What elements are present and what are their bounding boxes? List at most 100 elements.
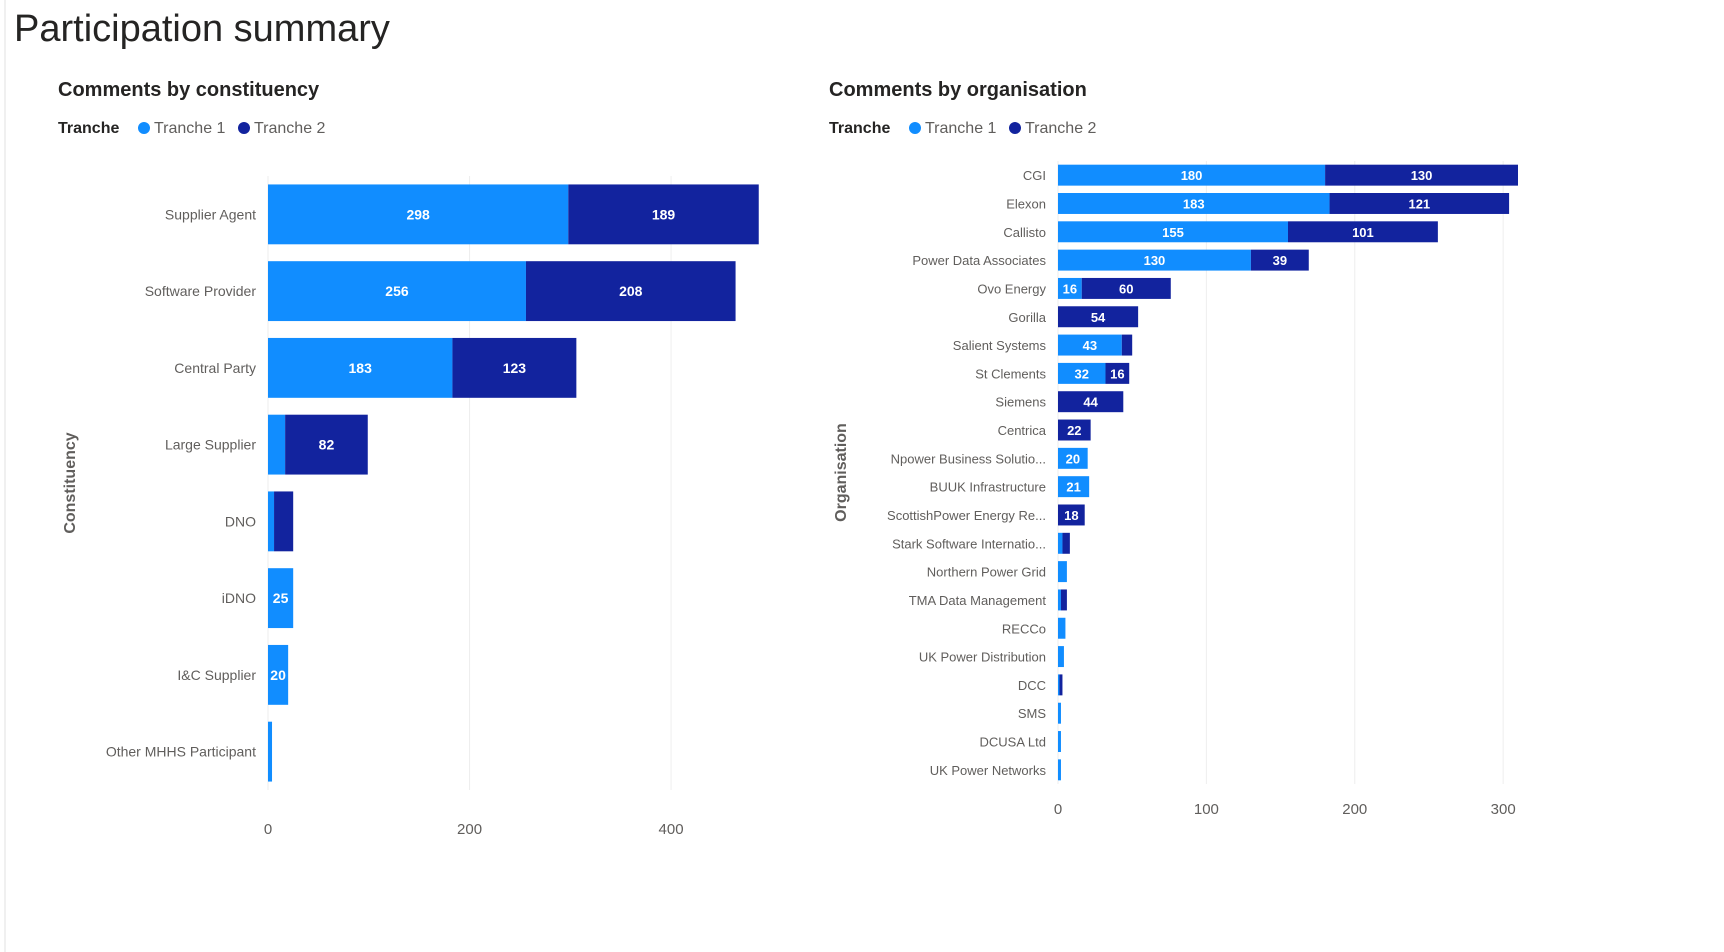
constituency-bar-tranche-2-large-supplier[interactable] <box>285 414 368 475</box>
organisation-bar-tranche-1-recco[interactable] <box>1058 617 1066 639</box>
constituency-x-tick-0: 0 <box>264 821 272 838</box>
organisation-bar-tranche-2-ovo-energy[interactable] <box>1081 277 1171 299</box>
constituency-data-label-tranche-1-central-party: 183 <box>349 360 373 376</box>
organisation-bar-tranche-2-cgi[interactable] <box>1325 164 1518 186</box>
constituency-data-label-tranche-1-supplier-agent: 298 <box>406 206 430 222</box>
organisation-legend-label-tranche-2[interactable]: Tranche 2 <box>1025 120 1097 137</box>
constituency-data-label-tranche-2-supplier-agent: 189 <box>652 206 676 222</box>
organisation-bar-tranche-1-st-clements[interactable] <box>1058 362 1106 384</box>
organisation-bar-tranche-2-salient-systems[interactable] <box>1121 334 1133 356</box>
constituency-data-label-tranche-1-i-c-supplier: 20 <box>270 667 286 683</box>
organisation-data-label-tranche-2-scottishpower-energy-re: 18 <box>1064 508 1078 523</box>
organisation-legend-marker-tranche-1[interactable] <box>909 122 921 134</box>
organisation-category-label-siemens: Siemens <box>995 395 1046 410</box>
organisation-bar-tranche-1-ovo-energy[interactable] <box>1058 277 1082 299</box>
organisation-data-label-tranche-1-npower-business-solutio: 20 <box>1066 451 1080 466</box>
organisation-category-label-salient-systems: Salient Systems <box>953 338 1047 353</box>
organisation-data-label-tranche-1-power-data-associates: 130 <box>1144 253 1166 268</box>
constituency-category-label-large-supplier: Large Supplier <box>165 437 256 453</box>
organisation-bar-tranche-2-tma-data-management[interactable] <box>1060 589 1067 611</box>
organisation-chart-title: Comments by organisation <box>829 79 1087 101</box>
organisation-data-label-tranche-1-cgi: 180 <box>1181 168 1203 183</box>
constituency-legend-marker-tranche-2[interactable] <box>238 122 250 134</box>
constituency-bar-tranche-1-software-provider[interactable] <box>268 261 526 322</box>
organisation-data-label-tranche-1-elexon: 183 <box>1183 196 1205 211</box>
constituency-bar-tranche-1-i-c-supplier[interactable] <box>268 644 289 705</box>
organisation-bar-tranche-1-npower-business-solutio[interactable] <box>1058 447 1088 469</box>
constituency-bar-tranche-2-software-provider[interactable] <box>525 261 736 322</box>
organisation-data-label-tranche-2-ovo-energy: 60 <box>1119 281 1133 296</box>
page-frame-edge <box>4 0 6 952</box>
organisation-category-label-elexon: Elexon <box>1006 196 1046 211</box>
constituency-bar-tranche-2-dno[interactable] <box>274 491 294 552</box>
organisation-bar-tranche-2-centrica[interactable] <box>1058 419 1091 441</box>
organisation-bar-tranche-1-stark-software-internatio[interactable] <box>1058 532 1063 554</box>
organisation-bar-tranche-1-buuk-infrastructure[interactable] <box>1058 476 1090 498</box>
constituency-data-label-tranche-2-central-party: 123 <box>503 360 527 376</box>
constituency-legend-label-tranche-1[interactable]: Tranche 1 <box>154 120 226 137</box>
organisation-x-tick-0: 0 <box>1054 801 1062 818</box>
constituency-bar-tranche-1-other-mhhs-participant[interactable] <box>268 721 273 782</box>
organisation-bar-tranche-1-tma-data-management[interactable] <box>1058 589 1061 611</box>
organisation-legend-marker-tranche-2[interactable] <box>1009 122 1021 134</box>
constituency-category-label-supplier-agent: Supplier Agent <box>165 206 256 222</box>
organisation-bar-tranche-1-salient-systems[interactable] <box>1058 334 1122 356</box>
organisation-bar-tranche-1-northern-power-grid[interactable] <box>1058 561 1067 583</box>
constituency-bar-tranche-1-dno[interactable] <box>268 491 275 552</box>
organisation-category-label-uk-power-distribution: UK Power Distribution <box>919 650 1046 665</box>
organisation-bar-tranche-1-power-data-associates[interactable] <box>1058 249 1251 271</box>
constituency-data-label-tranche-2-large-supplier: 82 <box>319 437 335 453</box>
organisation-data-label-tranche-2-st-clements: 16 <box>1110 366 1124 381</box>
organisation-category-label-cgi: CGI <box>1023 168 1046 183</box>
organisation-category-label-dcc: DCC <box>1018 678 1046 693</box>
constituency-legend-label-tranche-2[interactable]: Tranche 2 <box>254 120 326 137</box>
organisation-bar-tranche-2-power-data-associates[interactable] <box>1250 249 1309 271</box>
organisation-bar-tranche-1-dcc[interactable] <box>1058 674 1060 696</box>
organisation-data-label-tranche-1-ovo-energy: 16 <box>1063 281 1077 296</box>
organisation-bar-tranche-1-uk-power-networks[interactable] <box>1058 759 1061 781</box>
constituency-category-label-central-party: Central Party <box>174 360 256 376</box>
constituency-bar-tranche-1-supplier-agent[interactable] <box>268 184 569 245</box>
constituency-bar-tranche-1-idno[interactable] <box>268 568 294 629</box>
organisation-x-tick-300: 300 <box>1491 801 1516 818</box>
organisation-bar-tranche-1-callisto[interactable] <box>1058 221 1288 243</box>
organisation-bar-tranche-2-callisto[interactable] <box>1288 221 1438 243</box>
organisation-category-label-buuk-infrastructure: BUUK Infrastructure <box>930 480 1046 495</box>
organisation-data-label-tranche-1-buuk-infrastructure: 21 <box>1066 480 1080 495</box>
organisation-bar-tranche-2-siemens[interactable] <box>1058 391 1124 413</box>
organisation-data-label-tranche-2-cgi: 130 <box>1411 168 1433 183</box>
organisation-category-label-callisto: Callisto <box>1003 225 1046 240</box>
constituency-data-label-tranche-2-software-provider: 208 <box>619 283 643 299</box>
organisation-category-label-centrica: Centrica <box>998 423 1047 438</box>
organisation-bar-tranche-2-stark-software-internatio[interactable] <box>1062 532 1070 554</box>
organisation-bar-tranche-1-sms[interactable] <box>1058 702 1061 724</box>
organisation-bar-tranche-1-elexon[interactable] <box>1058 192 1330 214</box>
organisation-bar-tranche-2-elexon[interactable] <box>1329 192 1510 214</box>
constituency-bar-tranche-1-large-supplier[interactable] <box>268 414 286 475</box>
constituency-legend-marker-tranche-1[interactable] <box>138 122 150 134</box>
organisation-category-label-northern-power-grid: Northern Power Grid <box>927 565 1046 580</box>
organisation-bar-tranche-1-dcusa-ltd[interactable] <box>1058 731 1061 753</box>
organisation-bar-tranche-1-uk-power-distribution[interactable] <box>1058 646 1064 668</box>
constituency-y-axis-title: Constituency <box>62 432 79 533</box>
organisation-bar-tranche-2-scottishpower-energy-re[interactable] <box>1058 504 1085 526</box>
constituency-bar-tranche-2-central-party[interactable] <box>452 337 577 398</box>
organisation-category-label-npower-business-solutio: Npower Business Solutio... <box>891 451 1046 466</box>
constituency-data-label-tranche-1-idno: 25 <box>273 590 289 606</box>
organisation-x-tick-200: 200 <box>1342 801 1367 818</box>
organisation-data-label-tranche-2-elexon: 121 <box>1408 196 1430 211</box>
organisation-category-label-st-clements: St Clements <box>975 366 1046 381</box>
constituency-data-label-tranche-1-software-provider: 256 <box>385 283 409 299</box>
organisation-bar-tranche-1-cgi[interactable] <box>1058 164 1326 186</box>
organisation-bar-tranche-2-gorilla[interactable] <box>1058 306 1139 328</box>
constituency-category-label-i-c-supplier: I&C Supplier <box>177 667 256 683</box>
organisation-bar-tranche-2-st-clements[interactable] <box>1105 362 1130 384</box>
organisation-legend-label-tranche-1[interactable]: Tranche 1 <box>925 120 997 137</box>
constituency-bar-tranche-2-supplier-agent[interactable] <box>568 184 759 245</box>
organisation-y-axis-title: Organisation <box>833 423 850 522</box>
organisation-bar-tranche-2-dcc[interactable] <box>1059 674 1063 696</box>
organisation-data-label-tranche-2-callisto: 101 <box>1352 225 1374 240</box>
constituency-bar-tranche-1-central-party[interactable] <box>268 337 453 398</box>
